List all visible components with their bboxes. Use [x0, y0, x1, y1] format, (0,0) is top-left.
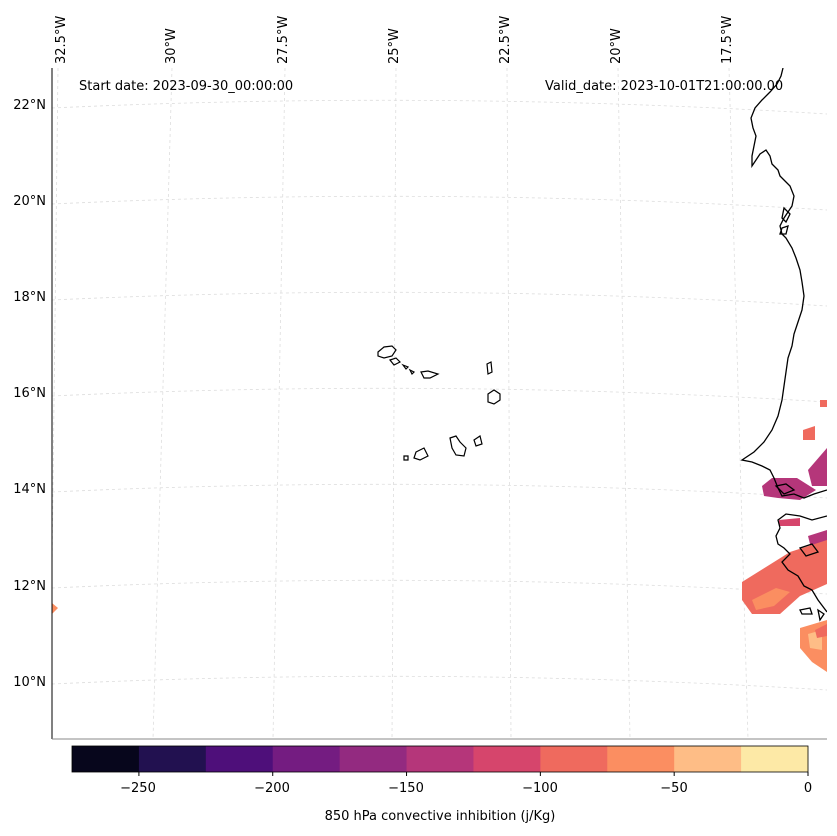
- colorbar-title: 850 hPa convective inhibition (j/Kg): [324, 809, 556, 824]
- island: [413, 447, 429, 461]
- cin-patch: [52, 603, 58, 614]
- island: [449, 435, 467, 457]
- lat-label: 12°N: [13, 579, 46, 594]
- island: [420, 370, 440, 379]
- coastline-africa: [799, 607, 813, 615]
- island: [486, 361, 493, 375]
- colorbar-segment: [72, 746, 140, 772]
- graticule-meridians: [52, 68, 749, 739]
- island: [377, 345, 397, 359]
- colorbar-tick-label: −150: [388, 781, 424, 796]
- start-date-label: Start date: 2023-09-30_00:00:00: [79, 79, 294, 94]
- island: [401, 363, 410, 370]
- lon-label: 17.5°W: [720, 15, 735, 64]
- lat-label: 22°N: [13, 98, 46, 113]
- cin-patch: [820, 400, 827, 407]
- colorbar-tick-label: −250: [120, 781, 156, 796]
- lat-label: 16°N: [13, 386, 46, 401]
- valid-date-label: Valid_date: 2023-10-01T21:00:00.00: [545, 79, 784, 94]
- cin-patch: [808, 448, 827, 486]
- lat-label: 10°N: [13, 675, 46, 690]
- graticule-parallels: [52, 99, 827, 691]
- lon-label: 27.5°W: [276, 15, 291, 64]
- colorbar-tick-label: 0: [803, 781, 813, 796]
- coastline-africa: [774, 483, 796, 495]
- colorbar-segment: [406, 746, 474, 772]
- lon-label: 22.5°W: [498, 15, 513, 64]
- coastline-africa: [740, 68, 827, 499]
- colorbar-segment: [339, 746, 408, 772]
- colorbar: [72, 746, 809, 772]
- colorbar-tick-label: −200: [254, 781, 290, 796]
- cin-patch: [752, 588, 790, 610]
- island: [403, 455, 409, 461]
- island: [473, 435, 483, 447]
- lat-label: 20°N: [13, 194, 46, 209]
- lon-label: 20°W: [609, 28, 624, 64]
- island: [487, 389, 501, 405]
- colorbar-tick-label: −50: [660, 781, 688, 796]
- colorbar-segment: [272, 746, 341, 772]
- colorbar-tick-label: −100: [522, 781, 558, 796]
- cin-patch: [779, 518, 800, 526]
- cin-contours: [52, 400, 827, 672]
- lon-label: 25°W: [387, 28, 402, 64]
- colorbar-segment: [607, 746, 675, 772]
- colorbar-segment: [540, 746, 608, 772]
- colorbar-ticks: [138, 772, 809, 776]
- colorbar-segment: [473, 746, 541, 772]
- island: [388, 357, 402, 366]
- lat-label: 14°N: [13, 482, 46, 497]
- coastline-africa: [817, 608, 825, 622]
- colorbar-segment: [138, 746, 207, 772]
- colorbar-segment: [674, 746, 742, 772]
- coastline-africa: [779, 225, 789, 235]
- cabo-verde-islands: [377, 345, 501, 461]
- lat-label: 18°N: [13, 290, 46, 305]
- colorbar-segment: [741, 746, 809, 772]
- cin-patch: [815, 624, 827, 638]
- lon-label: 32.5°W: [54, 15, 69, 64]
- coastline-africa: [798, 543, 820, 557]
- lon-label: 30°W: [164, 28, 179, 64]
- coastline-africa: [781, 206, 791, 224]
- coastline-africa: [775, 513, 827, 613]
- cin-patch: [803, 426, 815, 440]
- colorbar-segment: [205, 746, 274, 772]
- colorbar-frame: [71, 745, 809, 773]
- island: [408, 368, 416, 376]
